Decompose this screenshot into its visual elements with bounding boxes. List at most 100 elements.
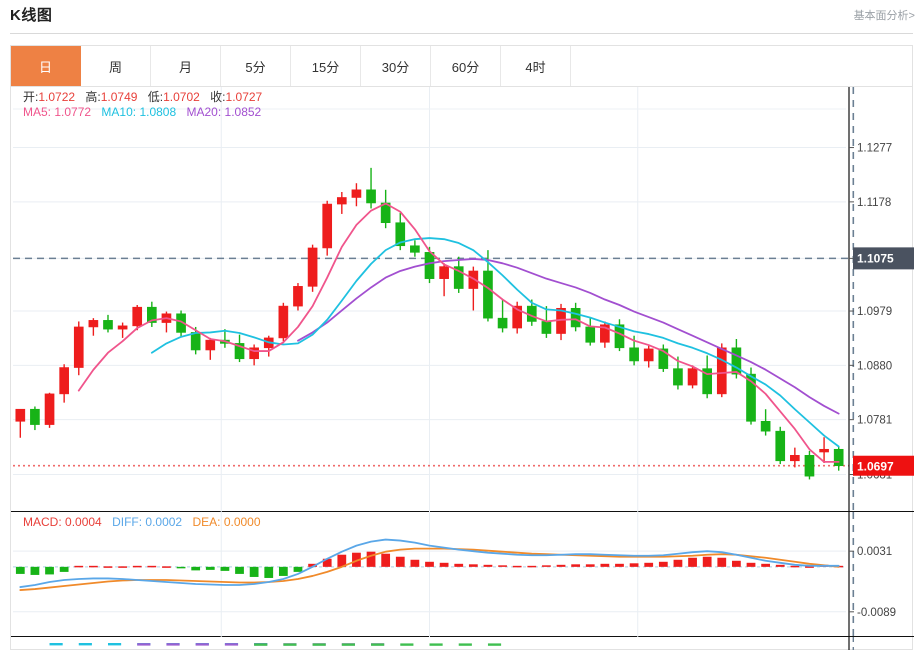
- macd-bar: [732, 560, 741, 567]
- candle-series: [15, 167, 844, 480]
- price-chart-svg[interactable]: 1.1277 1.1178 1.1075 1.0979 1.0880 1.0781 1.06…: [11, 87, 914, 512]
- macd-bar: [176, 566, 186, 569]
- diff-label: DIFF:: [112, 515, 143, 529]
- macd-bar: [425, 561, 434, 567]
- tab-6[interactable]: 60分: [431, 46, 501, 86]
- macd-bar: [600, 563, 610, 567]
- candle-body: [30, 408, 40, 425]
- macd-bar: [454, 563, 464, 567]
- candle-body: [483, 270, 493, 319]
- kdj-segment: [166, 643, 180, 646]
- macd-bar: [571, 564, 581, 567]
- macd-bar: [688, 557, 697, 567]
- candle-body: [819, 448, 829, 453]
- macd-bar: [118, 566, 127, 568]
- macd-bar: [278, 566, 288, 576]
- candle-body: [468, 270, 479, 289]
- macd-bar: [352, 552, 361, 567]
- diff-line: [19, 538, 840, 588]
- kdj-chart-svg[interactable]: [11, 637, 914, 650]
- candle-body: [629, 347, 639, 362]
- tab-1[interactable]: 周: [81, 46, 151, 86]
- macd-chart-svg[interactable]: 0.0031 -0.0089: [11, 512, 914, 637]
- macd-bar: [673, 559, 683, 567]
- candle-body: [746, 373, 756, 422]
- tab-4[interactable]: 15分: [291, 46, 361, 86]
- macd-bar: [59, 566, 69, 572]
- open-value: 1.0722: [38, 90, 76, 104]
- close-value: 1.0727: [225, 90, 263, 104]
- price-tick-label-1: 1.1178: [857, 197, 891, 209]
- macd-bar: [439, 562, 449, 567]
- kdj-segment: [224, 643, 239, 646]
- candle-body: [44, 393, 55, 425]
- candle-body: [147, 306, 157, 323]
- candle-body: [190, 332, 201, 351]
- tab-2[interactable]: 月: [151, 46, 221, 86]
- macd-bar: [293, 566, 303, 572]
- candle-body: [760, 420, 771, 432]
- macd-bar: [366, 551, 376, 567]
- tab-label: 日: [38, 59, 52, 75]
- kdj-segment: [137, 643, 151, 646]
- candle-body: [293, 286, 303, 307]
- candle-body: [731, 347, 742, 375]
- macd-bar: [410, 559, 420, 567]
- low-label: 低:: [147, 90, 164, 104]
- macd-tick-label-0: 0.0031: [857, 546, 892, 558]
- macd-bar: [498, 565, 507, 567]
- candle-body: [439, 266, 449, 279]
- macd-bar: [191, 566, 201, 571]
- macd-label: MACD:: [23, 515, 62, 529]
- macd-bar: [15, 566, 25, 574]
- page-title: K线图: [10, 7, 53, 24]
- tab-0[interactable]: 日: [11, 46, 81, 86]
- fundamental-analysis-link[interactable]: 基本面分析>: [853, 10, 915, 22]
- price-tick-label-0: 1.1277: [857, 143, 892, 155]
- tab-label: 60分: [451, 59, 480, 75]
- candle-body: [88, 320, 99, 328]
- kdj-segment: [341, 643, 355, 646]
- macd-bar: [658, 561, 668, 567]
- candle-body: [395, 222, 406, 247]
- candle-body: [176, 313, 186, 333]
- macd-legend: MACD: 0.0004 DIFF: 0.0002 DEA: 0.0000: [23, 515, 261, 530]
- kdj-segment: [487, 643, 502, 646]
- timeframe-tabbar: 日 周 月 5分 15分 30分 60分 4时: [10, 45, 913, 87]
- kdj-segment: [49, 643, 63, 646]
- macd-bar: [45, 566, 54, 575]
- tab-3[interactable]: 5分: [221, 46, 291, 86]
- current-price-tag-bg: [853, 455, 914, 476]
- candle-body: [716, 347, 727, 395]
- kdj-segment: [283, 643, 297, 646]
- candle-body: [103, 320, 113, 330]
- candle-body: [234, 343, 245, 360]
- kdj-segment: [458, 643, 472, 646]
- open-label: 开:: [23, 90, 39, 104]
- macd-bar: [30, 566, 40, 575]
- close-label: 收:: [210, 90, 226, 104]
- candle-body: [541, 321, 552, 334]
- kdj-segment: [400, 643, 414, 646]
- macd-bar: [746, 562, 756, 567]
- candle-body: [15, 408, 26, 422]
- candle-body: [307, 247, 318, 287]
- macd-bar: [468, 564, 478, 567]
- candle-body: [59, 367, 69, 395]
- candle-body: [497, 317, 508, 329]
- tab-7[interactable]: 4时: [501, 46, 571, 86]
- candle-body: [833, 448, 844, 467]
- candle-body: [73, 326, 84, 368]
- ma10-value: 1.0808: [139, 105, 177, 119]
- kdj-segment: [107, 643, 122, 646]
- candle-body: [600, 324, 610, 343]
- macd-bar: [483, 564, 493, 567]
- tab-label: 周: [108, 59, 122, 75]
- macd-bar: [162, 566, 171, 568]
- candle-body: [424, 252, 435, 279]
- macd-bar: [235, 566, 244, 574]
- macd-bar: [542, 565, 551, 567]
- candle-body: [336, 197, 347, 205]
- tab-5[interactable]: 30分: [361, 46, 431, 86]
- macd-bar: [205, 566, 215, 570]
